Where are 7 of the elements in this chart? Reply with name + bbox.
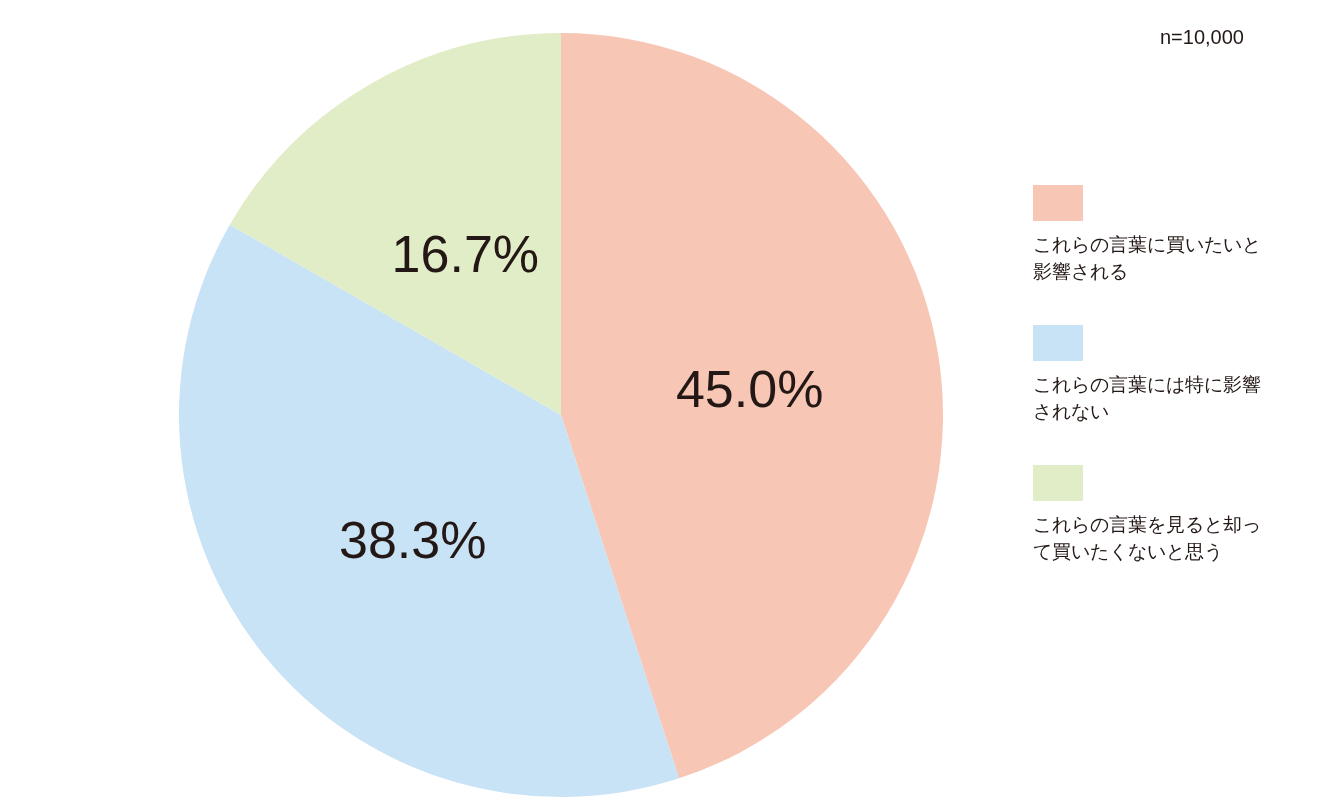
data-label: 16.7% xyxy=(391,225,540,284)
text: n=10,000 xyxy=(1160,26,1244,49)
legend-label: これらの言葉を見ると却って買いたくないと思う xyxy=(1033,512,1262,564)
legend-label: これらの言葉に買いたいと影響される xyxy=(1033,232,1262,284)
data-label: 38.3% xyxy=(338,510,487,569)
data-label: 45.0% xyxy=(675,360,824,419)
legend-label: これらの言葉には特に影響されない xyxy=(1033,372,1262,424)
